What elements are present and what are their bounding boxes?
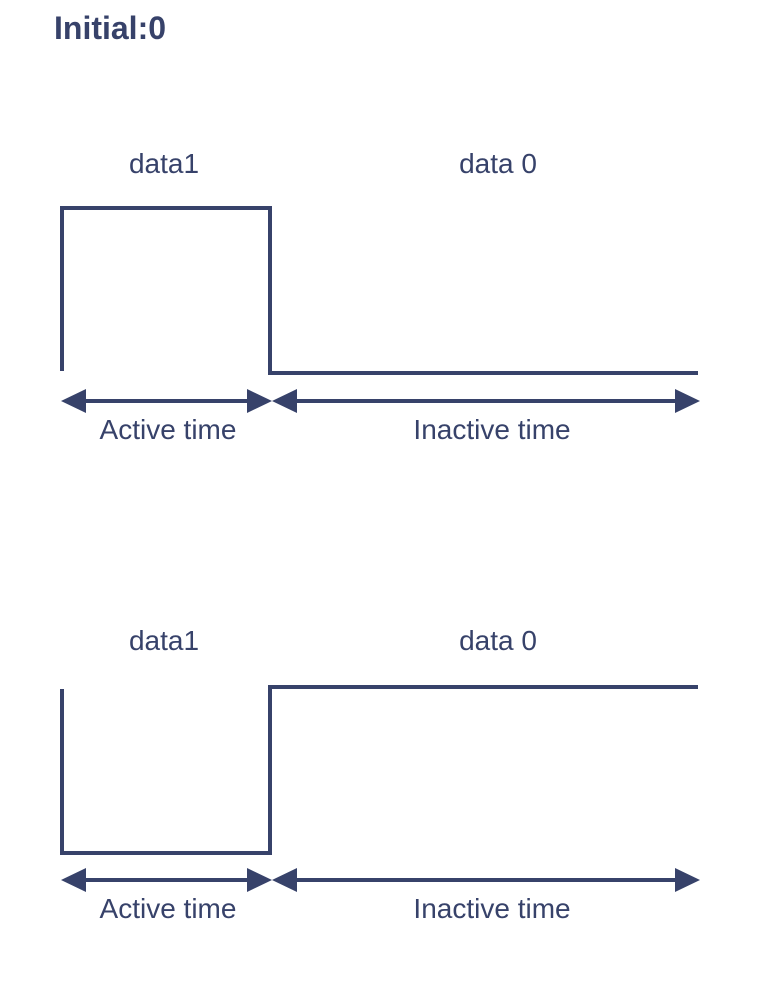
diagram2-active-left-arrowhead: [61, 868, 86, 892]
diagram1-inactive-time-label: Inactive time: [413, 414, 571, 445]
diagram1-inactive-left-arrowhead: [272, 389, 297, 413]
diagram2-inactive-right-arrowhead: [675, 868, 700, 892]
diagram1-active-time-label: Active time: [99, 414, 237, 445]
diagram1-waveform: [60, 206, 698, 375]
diagram2-data0-label: data 0: [459, 625, 537, 656]
diagram2-active-right-arrowhead: [247, 868, 272, 892]
diagram2-active-time-label: Active time: [99, 893, 237, 924]
diagram1-active-left-arrowhead: [61, 389, 86, 413]
diagram2-inactive-time-label: Inactive time: [413, 893, 571, 924]
diagram1-inactive-right-arrowhead: [675, 389, 700, 413]
diagram2-inactive-left-arrowhead: [272, 868, 297, 892]
diagram2-waveform: [60, 685, 698, 855]
page-title: Initial:0: [54, 10, 167, 46]
diagram1-active-right-arrowhead: [247, 389, 272, 413]
diagram1-data0-label: data 0: [459, 148, 537, 179]
diagram2-data1-label: data1: [128, 625, 200, 656]
diagram1-data1-label: data1: [128, 148, 200, 179]
